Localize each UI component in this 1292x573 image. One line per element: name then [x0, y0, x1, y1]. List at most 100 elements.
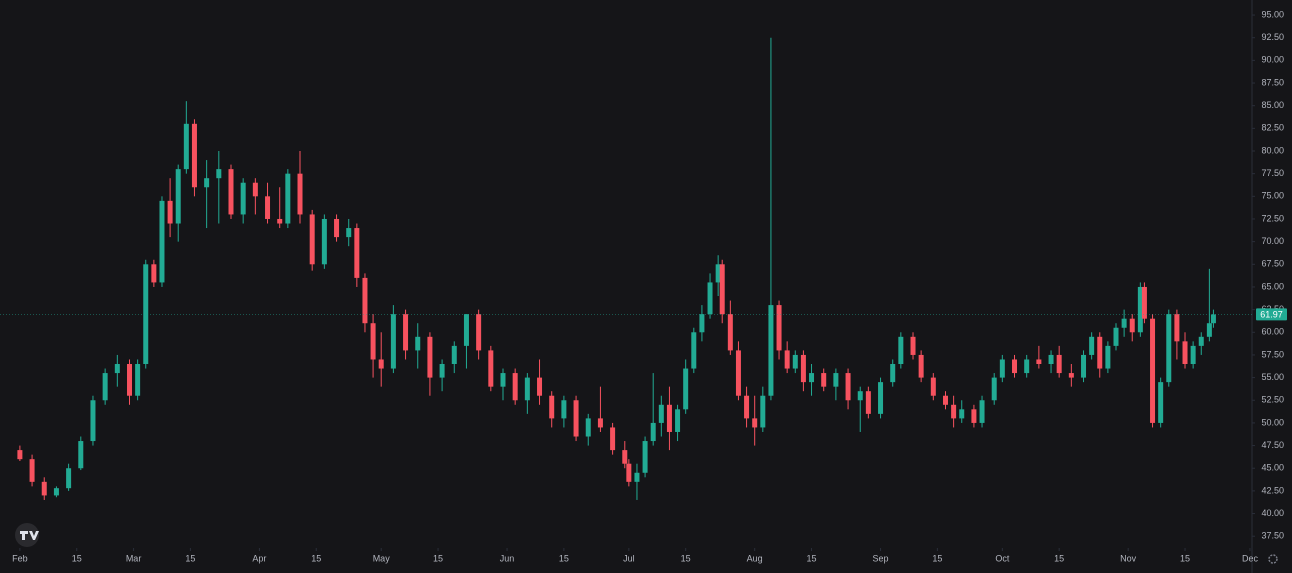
candle-body — [204, 178, 210, 188]
candle-body — [642, 441, 648, 473]
y-tick-label: 40.00 — [1261, 508, 1284, 518]
candle-body — [959, 409, 965, 419]
candle-body — [1150, 318, 1156, 423]
candle-body — [597, 418, 603, 428]
candle-body — [1210, 314, 1216, 324]
candle-body — [760, 395, 766, 428]
candle-body — [744, 395, 750, 419]
x-tick-label: Sep — [873, 553, 889, 563]
candle-body — [1081, 354, 1087, 378]
candle-body — [792, 354, 798, 369]
candle-body — [277, 218, 283, 224]
x-tick-label: Apr — [252, 553, 266, 563]
candle-body — [53, 488, 59, 496]
candle-body — [561, 400, 567, 419]
candle-body — [114, 364, 120, 374]
candle-body — [297, 173, 303, 215]
candle-body — [979, 400, 985, 423]
candle-body — [658, 404, 664, 423]
candle-body — [626, 463, 632, 482]
candle-body — [845, 373, 851, 401]
x-tick-label: 15 — [681, 553, 691, 563]
logo — [15, 523, 39, 547]
candle-body — [800, 354, 806, 383]
candle-body — [1048, 354, 1054, 365]
candle-body — [1121, 318, 1127, 328]
settings-icon[interactable] — [1268, 554, 1278, 564]
candle-body — [865, 391, 871, 414]
x-tick-label: Aug — [747, 553, 763, 563]
candle-body — [285, 173, 291, 224]
candle-body — [159, 200, 165, 283]
x-tick-label: Feb — [12, 553, 28, 563]
y-tick-label: 45.00 — [1261, 463, 1284, 473]
candle-body — [1137, 286, 1143, 333]
y-tick-label: 75.00 — [1261, 191, 1284, 201]
y-tick-label: 57.50 — [1261, 349, 1284, 359]
candle-body — [1097, 336, 1103, 369]
candle-body — [918, 354, 924, 378]
candle-body — [135, 364, 141, 396]
candle-body — [127, 364, 133, 396]
candle-body — [90, 400, 96, 442]
candle-body — [228, 169, 234, 215]
x-tick-label: Mar — [126, 553, 142, 563]
candle-body — [1056, 354, 1062, 374]
y-tick-label: 87.50 — [1261, 77, 1284, 87]
x-tick-label: 15 — [433, 553, 443, 563]
candle-body — [776, 305, 782, 351]
candle-body — [78, 441, 84, 469]
candle-body — [354, 228, 360, 278]
candle-body — [265, 196, 271, 219]
candle-body — [17, 450, 23, 460]
y-tick-label: 72.50 — [1261, 213, 1284, 223]
candle-body — [1113, 327, 1119, 346]
x-tick-label: Jun — [500, 553, 515, 563]
x-tick-label: 15 — [72, 553, 82, 563]
candle-body — [143, 264, 149, 365]
candle-body — [650, 422, 656, 442]
candle-body — [537, 377, 543, 396]
candle-body — [1012, 359, 1018, 374]
candle-body — [346, 228, 352, 238]
x-tick-label: 15 — [559, 553, 569, 563]
candle-body — [1158, 382, 1164, 423]
candle-body — [378, 359, 384, 369]
candle-body — [1024, 359, 1030, 374]
candle-body — [715, 264, 721, 283]
y-tick-label: 52.50 — [1261, 395, 1284, 405]
candle-body — [439, 364, 445, 378]
candle-body — [175, 169, 181, 224]
candle-body — [216, 169, 222, 179]
y-tick-label: 90.00 — [1261, 55, 1284, 65]
candle-body — [930, 377, 936, 396]
candle-body — [1105, 345, 1111, 369]
candle-body — [1182, 341, 1188, 365]
x-tick-label: 15 — [932, 553, 942, 563]
candle-body — [463, 314, 469, 346]
y-tick-label: 67.50 — [1261, 259, 1284, 269]
last-price-label: 61.97 — [1260, 309, 1283, 319]
y-tick-label: 50.00 — [1261, 417, 1284, 427]
y-tick-label: 42.50 — [1261, 485, 1284, 495]
candle-body — [727, 314, 733, 351]
candle-body — [1166, 314, 1172, 383]
candle-body — [549, 395, 555, 419]
candle-body — [488, 350, 494, 387]
candle-body — [1141, 286, 1147, 319]
candle-body — [1198, 336, 1204, 346]
candle-body — [476, 314, 482, 351]
candle-body — [415, 336, 421, 351]
y-tick-label: 77.50 — [1261, 168, 1284, 178]
x-tick-label: Dec — [1242, 553, 1259, 563]
candle-body — [691, 332, 697, 369]
x-tick-label: 15 — [311, 553, 321, 563]
candle-body — [512, 373, 518, 401]
candle-body — [321, 218, 327, 265]
candle-body — [809, 373, 815, 383]
x-tick-label: Jul — [623, 553, 635, 563]
candle-body — [971, 409, 977, 423]
candle-body — [991, 377, 997, 401]
